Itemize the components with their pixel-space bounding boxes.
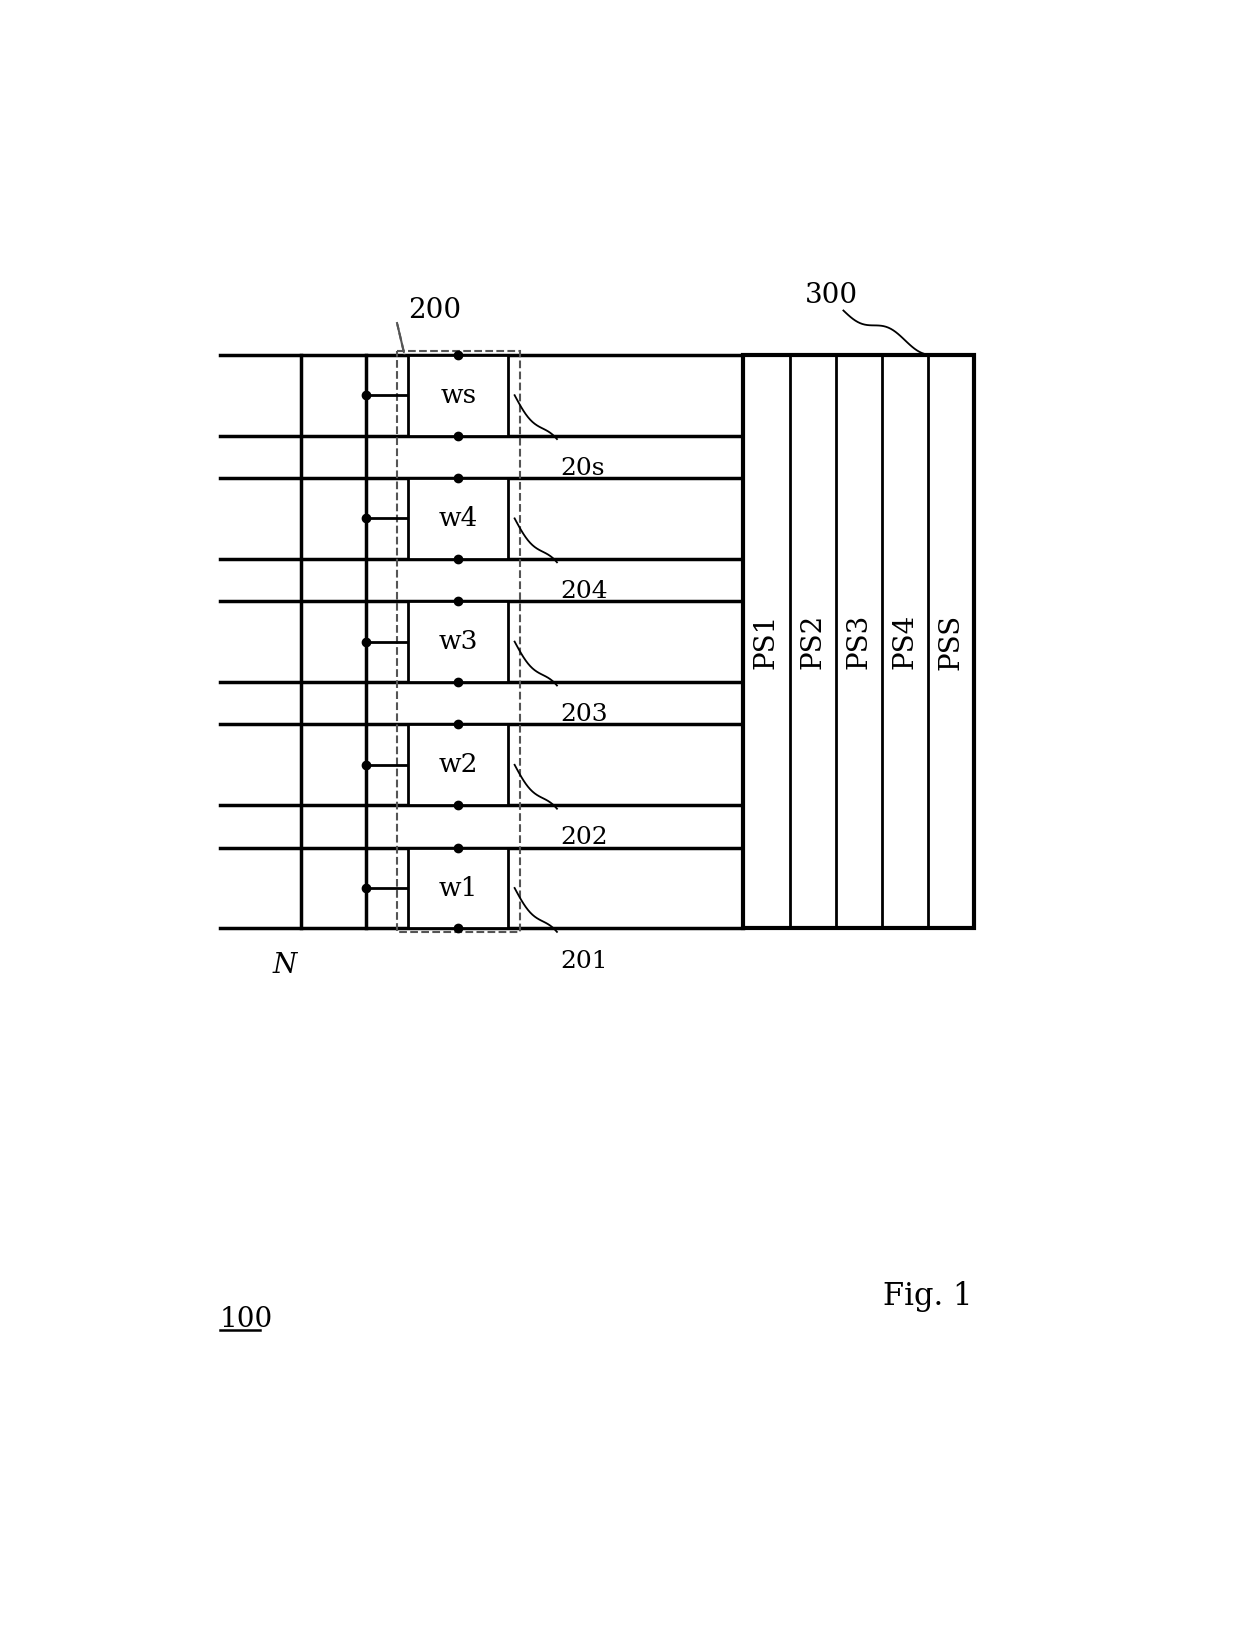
Text: 203: 203	[560, 704, 609, 726]
Text: 300: 300	[805, 281, 858, 309]
Bar	[408, 478, 508, 559]
Text: 202: 202	[560, 827, 609, 850]
Bar	[408, 725, 508, 806]
Text: N: N	[273, 952, 296, 978]
Text: PS2: PS2	[799, 614, 826, 670]
Text: 20s: 20s	[560, 457, 605, 479]
Text: Fig. 1: Fig. 1	[883, 1280, 973, 1311]
Text: w4: w4	[439, 505, 479, 531]
Text: PS3: PS3	[846, 614, 872, 670]
Bar	[408, 601, 508, 682]
Text: PSS: PSS	[937, 614, 965, 670]
Text: ws: ws	[440, 384, 476, 408]
Text: 200: 200	[408, 297, 461, 323]
Text: w1: w1	[439, 876, 479, 900]
Bar	[408, 848, 508, 928]
Text: w2: w2	[439, 752, 479, 777]
Text: 204: 204	[560, 580, 609, 603]
Text: 100: 100	[219, 1306, 273, 1332]
Text: PS4: PS4	[892, 614, 919, 670]
Text: 201: 201	[560, 949, 609, 973]
Bar	[743, 356, 975, 928]
Bar	[408, 354, 508, 436]
Text: w3: w3	[439, 629, 479, 655]
Text: PS1: PS1	[753, 614, 780, 670]
Bar	[397, 351, 520, 933]
